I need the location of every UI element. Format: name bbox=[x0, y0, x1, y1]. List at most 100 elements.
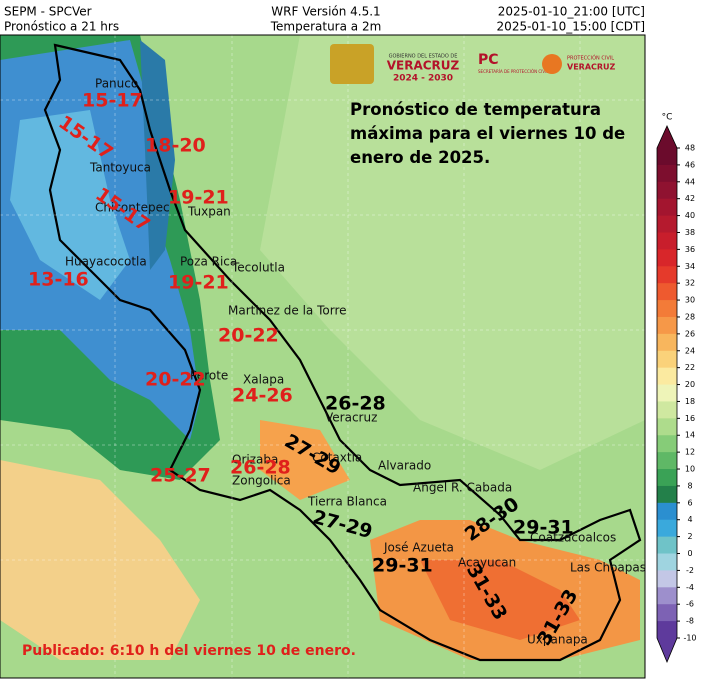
colorbar-band bbox=[657, 333, 677, 352]
place-label: Angel R. Cabada bbox=[413, 481, 512, 495]
colorbar-band bbox=[657, 367, 677, 386]
cold-core bbox=[10, 110, 130, 300]
header-right: 2025-01-10_21:00 [UTC] bbox=[498, 5, 645, 19]
place-label: Coatzacoalcos bbox=[530, 531, 616, 545]
colorbar-tick-label: -4 bbox=[686, 583, 694, 592]
place-label: Xalapa bbox=[243, 373, 284, 387]
colorbar-tick-label: 4 bbox=[687, 515, 692, 524]
place-label: Tuxpan bbox=[187, 205, 231, 219]
colorbar-tick-label: 18 bbox=[685, 397, 695, 406]
colorbar-tick-label: 12 bbox=[685, 448, 695, 457]
colorbar-tick-label: 36 bbox=[685, 245, 695, 254]
colorbar-tick-label: 16 bbox=[685, 414, 695, 423]
colorbar-band bbox=[657, 418, 677, 436]
place-label: Alvarado bbox=[378, 459, 431, 473]
header-center: WRF Versión 4.5.1 bbox=[271, 5, 380, 19]
colorbar-band bbox=[657, 570, 677, 588]
colorbar-tick-label: 46 bbox=[685, 160, 695, 169]
temperature-range: 29-31 bbox=[372, 555, 433, 577]
place-label: Chicontepec bbox=[95, 201, 170, 215]
place-label: Tecolutla bbox=[231, 261, 285, 275]
colorbar-tick-label: 44 bbox=[685, 177, 695, 186]
temperature-range: 19-21 bbox=[168, 272, 229, 294]
temperature-range: 15-17 bbox=[82, 90, 143, 112]
map bbox=[0, 35, 645, 678]
colorbar-tick-label: 38 bbox=[685, 228, 695, 237]
hot-core bbox=[420, 560, 580, 640]
warm-sea bbox=[260, 35, 645, 470]
logo-text: SECRETARÍA DE PROTECCIÓN CIVIL bbox=[478, 69, 549, 74]
colorbar-tick-label: 48 bbox=[685, 144, 695, 153]
header-center: Temperatura a 2m bbox=[270, 20, 382, 34]
colorbar-cap bbox=[657, 638, 677, 662]
colorbar-tick-label: 2 bbox=[687, 532, 692, 541]
place-label: Huayacocotla bbox=[65, 255, 147, 269]
place-label: Las Choapas bbox=[570, 561, 646, 575]
logo-text: PROTECCIÓN CIVIL bbox=[567, 55, 614, 62]
place-label: José Azueta bbox=[383, 541, 454, 555]
place-label: Tierra Blanca bbox=[307, 495, 387, 509]
colorbar-band bbox=[657, 536, 677, 555]
colorbar-tick-label: 40 bbox=[685, 211, 695, 220]
warm-patch bbox=[260, 420, 350, 500]
colorbar-band bbox=[657, 148, 677, 166]
graticule bbox=[0, 35, 645, 678]
colorbar-tick-label: 32 bbox=[685, 279, 695, 288]
colorbar-band bbox=[657, 266, 677, 284]
temperature-range: 18-20 bbox=[145, 135, 206, 157]
temperature-range: 20-22 bbox=[218, 325, 279, 347]
place-label: Panuco bbox=[95, 77, 138, 91]
temperature-range: 26-28 bbox=[325, 393, 386, 415]
colorbar-tick-label: -10 bbox=[683, 634, 696, 643]
colorbar-band bbox=[657, 401, 677, 419]
colorbar-band bbox=[657, 469, 677, 487]
colorbar-band bbox=[657, 435, 677, 453]
header-left: SEPM - SPCVer bbox=[4, 5, 92, 19]
colorbar-tick-label: 26 bbox=[685, 329, 695, 338]
place-label: Perote bbox=[190, 369, 228, 383]
logo-text: VERACRUZ bbox=[567, 63, 616, 72]
colorbar-band bbox=[657, 384, 677, 402]
logo-text: 2024 - 2030 bbox=[393, 74, 453, 84]
colorbar-tick-label: 22 bbox=[685, 363, 695, 372]
colorbar-band bbox=[657, 232, 677, 250]
colorbar-band bbox=[657, 350, 677, 369]
annotation-box: Pronóstico de temperatura máxima para el… bbox=[350, 100, 625, 167]
colorbar-band bbox=[657, 452, 677, 470]
temperature-range: 25-27 bbox=[150, 465, 211, 487]
warm-patch bbox=[0, 460, 200, 660]
footer: Publicado: 6:10 h del viernes 10 de ener… bbox=[22, 643, 356, 659]
map-frame bbox=[0, 34, 646, 679]
colorbar-band bbox=[657, 621, 677, 639]
colorbar-band bbox=[657, 502, 677, 521]
colorbar-tick-label: 24 bbox=[685, 346, 695, 355]
colorbar-band bbox=[657, 181, 677, 200]
colorbar-tick-label: 42 bbox=[685, 194, 695, 203]
colorbar-tick-label: 20 bbox=[685, 380, 695, 389]
colorbar-band bbox=[657, 300, 677, 318]
place-label: Martinez de la Torre bbox=[228, 304, 347, 318]
temperature-range: 29-31 bbox=[513, 517, 574, 539]
colorbar-unit: °C bbox=[662, 113, 673, 123]
logo-badge bbox=[542, 54, 562, 74]
logo-text: VERACRUZ bbox=[387, 59, 460, 73]
colorbar-band bbox=[657, 316, 677, 335]
place-label: Uxpanapa bbox=[527, 633, 588, 647]
colorbar-band bbox=[657, 164, 677, 183]
state-border bbox=[43, 43, 642, 662]
colorbar-band bbox=[657, 198, 677, 217]
place-label: Poza Rica bbox=[180, 255, 237, 269]
logos: GOBIERNO DEL ESTADO DE VERACRUZ 2024 - 2… bbox=[330, 44, 616, 84]
colorbar-band bbox=[657, 485, 677, 504]
colorbar-tick-label: 34 bbox=[685, 262, 695, 271]
colorbar-band bbox=[657, 215, 677, 233]
temperature-range: 24-26 bbox=[232, 385, 293, 407]
colorbar-band bbox=[657, 604, 677, 622]
colorbar-tick-label: 8 bbox=[687, 481, 692, 490]
place-label: Tantoyuca bbox=[89, 161, 151, 175]
colorbar-tick-label: 10 bbox=[685, 465, 695, 474]
place-label: Zongolica bbox=[232, 474, 291, 488]
colorbar-tick-label: 14 bbox=[685, 431, 695, 440]
colorbar-tick-label: -6 bbox=[686, 600, 694, 609]
